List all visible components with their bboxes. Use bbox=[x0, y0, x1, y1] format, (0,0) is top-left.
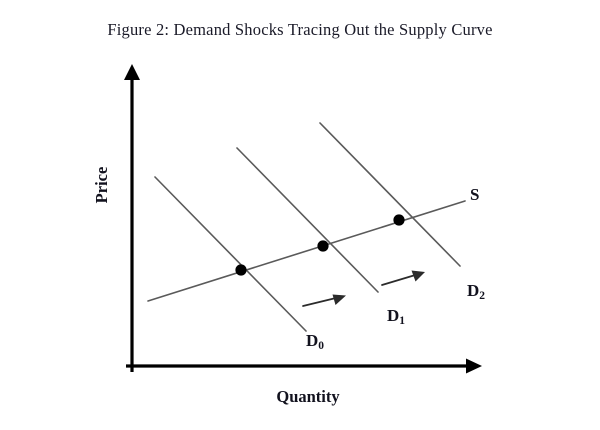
y-axis-up-arrow-icon bbox=[124, 64, 140, 80]
shift-arrow-1-head bbox=[411, 270, 425, 282]
figure-title: Figure 2: Demand Shocks Tracing Out the … bbox=[107, 20, 493, 39]
demand-curve-label-d2: D2 bbox=[467, 281, 486, 302]
label-d1-base: D bbox=[387, 306, 400, 325]
label-d0-base: D bbox=[306, 331, 319, 350]
demand-shift-arrow-0 bbox=[302, 294, 346, 307]
supply-curve-s bbox=[147, 200, 466, 302]
label-d1-subscript: 1 bbox=[399, 315, 406, 327]
shift-arrow-0-head bbox=[332, 294, 346, 305]
demand-curve-d1 bbox=[236, 147, 379, 293]
x-axis bbox=[126, 358, 482, 374]
y-axis-label-price: Price bbox=[92, 166, 111, 204]
equilibrium-dot-0 bbox=[235, 264, 247, 276]
equilibrium-dot-2 bbox=[393, 214, 405, 226]
demand-curve-d2 bbox=[319, 122, 461, 267]
x-axis-label-quantity: Quantity bbox=[276, 387, 340, 406]
supply-curve-label-s: S bbox=[470, 185, 480, 204]
label-d2-base: D bbox=[467, 281, 480, 300]
demand-shift-arrow-1 bbox=[381, 270, 425, 286]
x-axis-right-arrow-icon bbox=[466, 358, 482, 374]
label-d2-subscript: 2 bbox=[479, 290, 486, 302]
demand-curve-label-d0: D0 bbox=[306, 331, 325, 352]
shift-arrow-0-shaft bbox=[302, 296, 339, 307]
y-axis bbox=[124, 64, 140, 372]
demand-curve-label-d1: D1 bbox=[387, 306, 406, 327]
label-d0-subscript: 0 bbox=[318, 340, 325, 352]
equilibrium-dot-1 bbox=[317, 240, 329, 252]
demand-curve-d0 bbox=[154, 176, 307, 332]
shift-arrow-1-shaft bbox=[381, 273, 418, 286]
